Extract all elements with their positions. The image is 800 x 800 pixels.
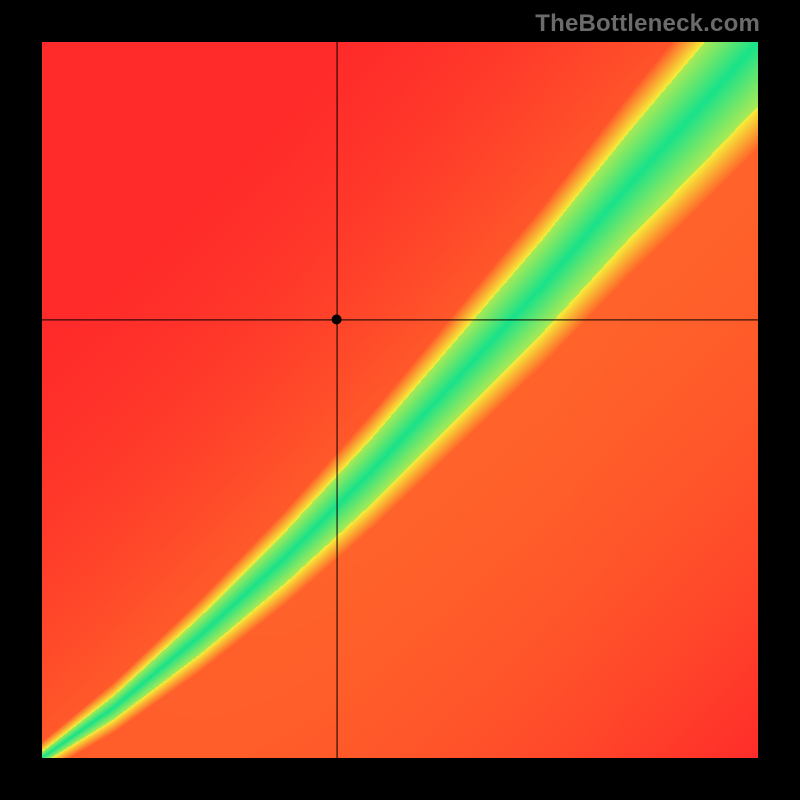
bottleneck-heatmap [42, 42, 758, 758]
plot-area [42, 42, 758, 758]
chart-frame: TheBottleneck.com [0, 0, 800, 800]
watermark-text: TheBottleneck.com [535, 10, 760, 38]
